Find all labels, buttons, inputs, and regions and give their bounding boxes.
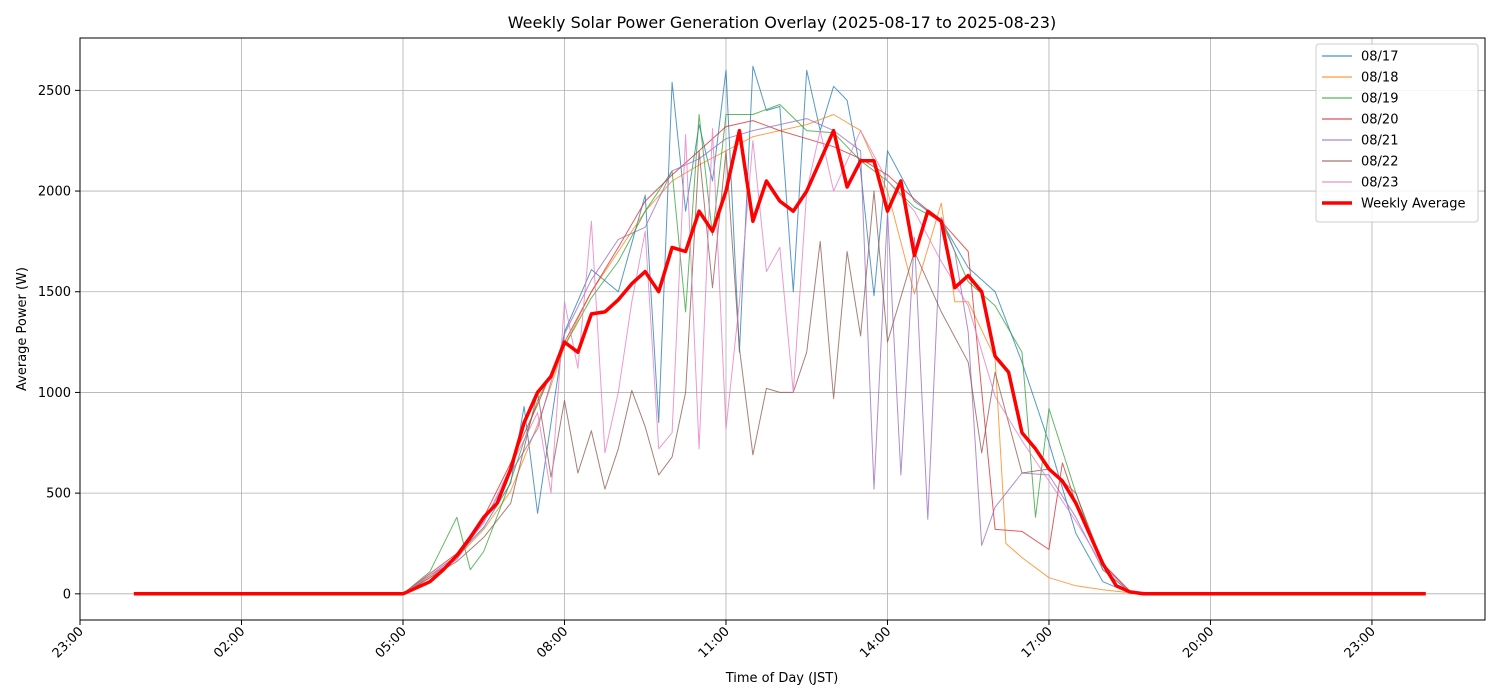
y-tick-label: 2000 — [38, 185, 71, 200]
series-line — [402, 120, 1157, 595]
plot-frame — [79, 37, 1486, 621]
legend-label: 08/19 — [1361, 92, 1398, 107]
chart-title: Weekly Solar Power Generation Overlay (2… — [508, 13, 1056, 32]
series-line — [402, 150, 1157, 595]
legend: 08/17 08/18 08/19 08/20 08/21 08/22 08/23 Weekl… — [1315, 43, 1479, 223]
y-tick-label: 500 — [46, 487, 71, 502]
y-tick-label: 2500 — [38, 84, 71, 99]
y-axis-title: Average Power (W) — [15, 267, 30, 391]
weekly-average-line — [133, 128, 1426, 596]
legend-label: 08/20 — [1361, 113, 1398, 128]
x-axis-title: Time of Day (JST) — [725, 671, 839, 686]
legend-label: 08/23 — [1361, 176, 1398, 191]
series-lines — [133, 65, 1426, 596]
legend-label: 08/18 — [1361, 71, 1398, 86]
y-tick-label: 1500 — [38, 285, 71, 300]
legend-frame — [1315, 43, 1479, 223]
series-line — [402, 128, 1157, 595]
y-tick-label: 1000 — [38, 386, 71, 401]
legend-label: 08/21 — [1361, 134, 1398, 149]
legend-label: 08/17 — [1361, 50, 1398, 65]
series-line — [402, 118, 1157, 595]
series-line — [402, 114, 1157, 595]
legend-label: 08/22 — [1361, 155, 1398, 170]
y-tick-label: 0 — [63, 587, 71, 602]
series-line — [402, 65, 1157, 595]
series-line — [402, 104, 1157, 595]
legend-label: Weekly Average — [1361, 197, 1465, 212]
y-axis: 0 500 1000 1500 2000 2500 — [38, 84, 80, 602]
